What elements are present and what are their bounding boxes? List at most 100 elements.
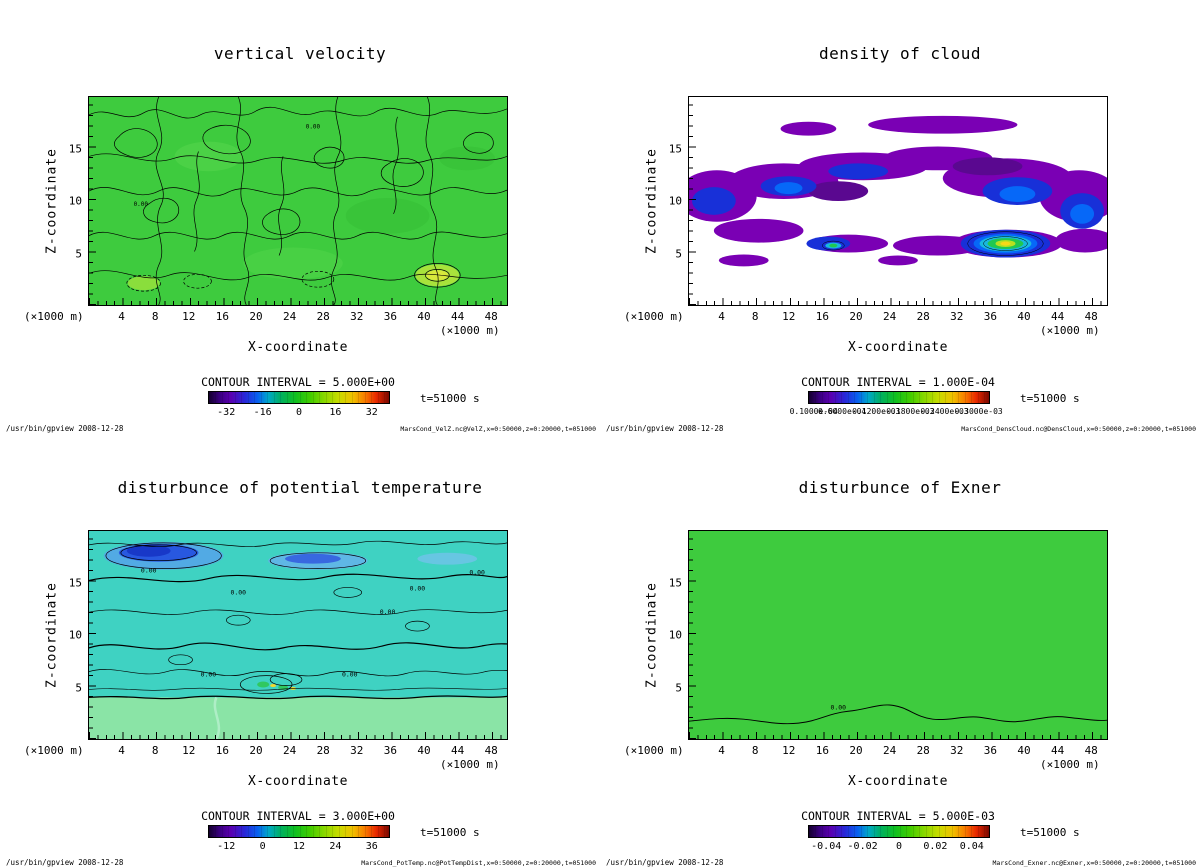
dataset-footer: MarsCond_PotTemp.nc@PotTempDist,x=0:5000… (361, 859, 596, 867)
colorbar-tick-labels: -12 0 12 24 36 (208, 841, 390, 853)
tick-label: 40 (1017, 310, 1031, 323)
panel-potential-temperature: disturbunce of potential temperature Z-c… (0, 434, 600, 868)
svg-text:0.00: 0.00 (469, 569, 485, 577)
tick-label: 0 (295, 407, 303, 418)
tick-label: 0.1200e-03 (852, 407, 901, 416)
colorbar (808, 825, 990, 838)
tick-label: 40 (1017, 744, 1031, 757)
tick-label: 40 (417, 310, 431, 323)
command-footer: /usr/bin/gpview 2008-12-28 (606, 858, 724, 867)
time-label: t=51000 s (420, 392, 480, 405)
tick-label: 8 (751, 744, 759, 757)
tick-label: 4 (718, 310, 725, 323)
x-axis-label: X-coordinate (248, 774, 348, 789)
tick-label: 8 (151, 744, 159, 757)
x-unit-label: (×1000 m) (440, 324, 500, 337)
tick-label: 16 (215, 744, 230, 757)
tick-label: 48 (484, 744, 498, 757)
tick-label: 0.2400e-03 (920, 407, 969, 416)
tick-label: -12 (217, 841, 236, 852)
tick-label: 0 (895, 841, 903, 852)
dataset-footer: MarsCond_DensCloud.nc@DensCloud,x=0:5000… (961, 425, 1196, 433)
tick-label: -0.04 (811, 841, 842, 852)
contour-lines (89, 540, 507, 700)
tick-label: 16 (815, 310, 830, 323)
contour-interval-text: CONTOUR INTERVAL = 3.000E+00 (201, 809, 395, 823)
tick-label: 20 (249, 744, 263, 757)
colorbar (208, 391, 390, 404)
x-axis-tick-labels: 4 8 12 16 20 24 28 32 36 40 44 48 (688, 310, 1108, 324)
svg-text:0.00: 0.00 (201, 671, 217, 679)
tick-label: 5 (75, 247, 82, 260)
tick-label: 16 (215, 310, 230, 323)
tick-label: 44 (1050, 310, 1065, 323)
tick-label: 12 (782, 310, 796, 323)
tick-label: 16 (329, 407, 342, 418)
x-axis-label: X-coordinate (848, 340, 948, 355)
colorbar (808, 391, 990, 404)
dataset-footer: MarsCond_Exner.nc@Exner,x=0:50000,z=0:20… (992, 859, 1197, 867)
tick-label: 20 (849, 310, 863, 323)
tick-label: 15 (68, 576, 82, 589)
tick-label: 10 (68, 194, 82, 208)
tick-label: 32 (950, 310, 964, 323)
tick-label: 12 (182, 744, 196, 757)
tick-label: 32 (350, 744, 364, 757)
colorbar-tick-labels: -32 -16 0 16 32 (208, 407, 390, 419)
contour-plot-canvas: 0.00 0.00 (89, 97, 507, 305)
plot-area: 0.00 0.00 0.00 0.00 0.00 0.00 0.00 (88, 530, 508, 740)
tick-label: 44 (450, 310, 465, 323)
y-axis-tick-labels: 5 10 15 (54, 530, 82, 740)
tick-label: 48 (1084, 744, 1098, 757)
contour-interval-text: CONTOUR INTERVAL = 5.000E-03 (801, 809, 995, 823)
tick-label: -16 (253, 407, 272, 418)
tick-label: 44 (1050, 744, 1065, 757)
svg-text:0.00: 0.00 (410, 584, 426, 592)
panel-title: vertical velocity (213, 44, 387, 63)
tick-label: 40 (417, 744, 431, 757)
panel-exner: disturbunce of Exner Z-coordinate 5 10 15 … (600, 434, 1200, 868)
tick-label: 4 (118, 310, 125, 323)
panel-vertical-velocity: vertical velocity Z-coordinate 5 10 15 (0, 0, 600, 434)
cold-patches (103, 541, 478, 570)
plot-area: 0.00 (688, 530, 1108, 740)
tick-label: 24 (282, 744, 297, 757)
tick-label: 15 (668, 142, 682, 155)
tick-label: 10 (668, 194, 682, 208)
y-axis-tick-labels: 5 10 15 (654, 96, 682, 306)
tick-label: 44 (450, 744, 465, 757)
dataset-footer: MarsCond_VelZ.nc@VelZ,x=0:50000,z=0:2000… (400, 425, 596, 433)
tick-label: 10 (668, 628, 682, 642)
contour-interval-text: CONTOUR INTERVAL = 1.000E-04 (801, 375, 995, 389)
x-axis-tick-labels: 4 8 12 16 20 24 28 32 36 40 44 48 (88, 310, 508, 324)
time-label: t=51000 s (420, 826, 480, 839)
tick-label: 10 (68, 628, 82, 642)
svg-text:0.00: 0.00 (306, 124, 321, 131)
tick-label: 20 (249, 310, 263, 323)
x-unit-label: (×1000 m) (440, 758, 500, 771)
x-unit-label: (×1000 m) (1040, 324, 1100, 337)
y-unit-label: (×1000 m) (624, 310, 684, 323)
tick-label: 0.6000e-04 (818, 407, 867, 416)
x-unit-label: (×1000 m) (1040, 758, 1100, 771)
command-footer: /usr/bin/gpview 2008-12-28 (606, 424, 724, 433)
tick-label: 12 (292, 841, 306, 852)
tick-label: 28 (916, 310, 930, 323)
tick-label: 36 (383, 310, 398, 323)
panel-density-of-cloud: density of cloud Z-coordinate 5 10 15 (600, 0, 1200, 434)
plot-area: 0.00 0.00 (88, 96, 508, 306)
contour-plot-canvas (689, 97, 1107, 305)
tick-label: 28 (316, 310, 330, 323)
colorbar-tick-labels: 0.1000e-04 0.6000e-04 0.1200e-03 0.1800e-03… (790, 407, 1003, 419)
contour-value-labels: 0.00 (831, 703, 847, 711)
tick-label: 32 (365, 407, 378, 418)
tick-label: 16 (815, 744, 830, 757)
tick-label: 0.02 (923, 841, 948, 852)
tick-label: 12 (182, 310, 196, 323)
colorbar-tick-labels: -0.04 -0.02 0 0.02 0.04 (808, 841, 990, 853)
contour-value-labels: 0.00 0.00 0.00 0.00 0.00 0.00 0.00 (141, 567, 485, 679)
contour-interval-text: CONTOUR INTERVAL = 5.000E+00 (201, 375, 395, 389)
tick-label: 48 (484, 310, 498, 323)
svg-text:0.00: 0.00 (134, 201, 149, 208)
y-unit-label: (×1000 m) (624, 744, 684, 757)
